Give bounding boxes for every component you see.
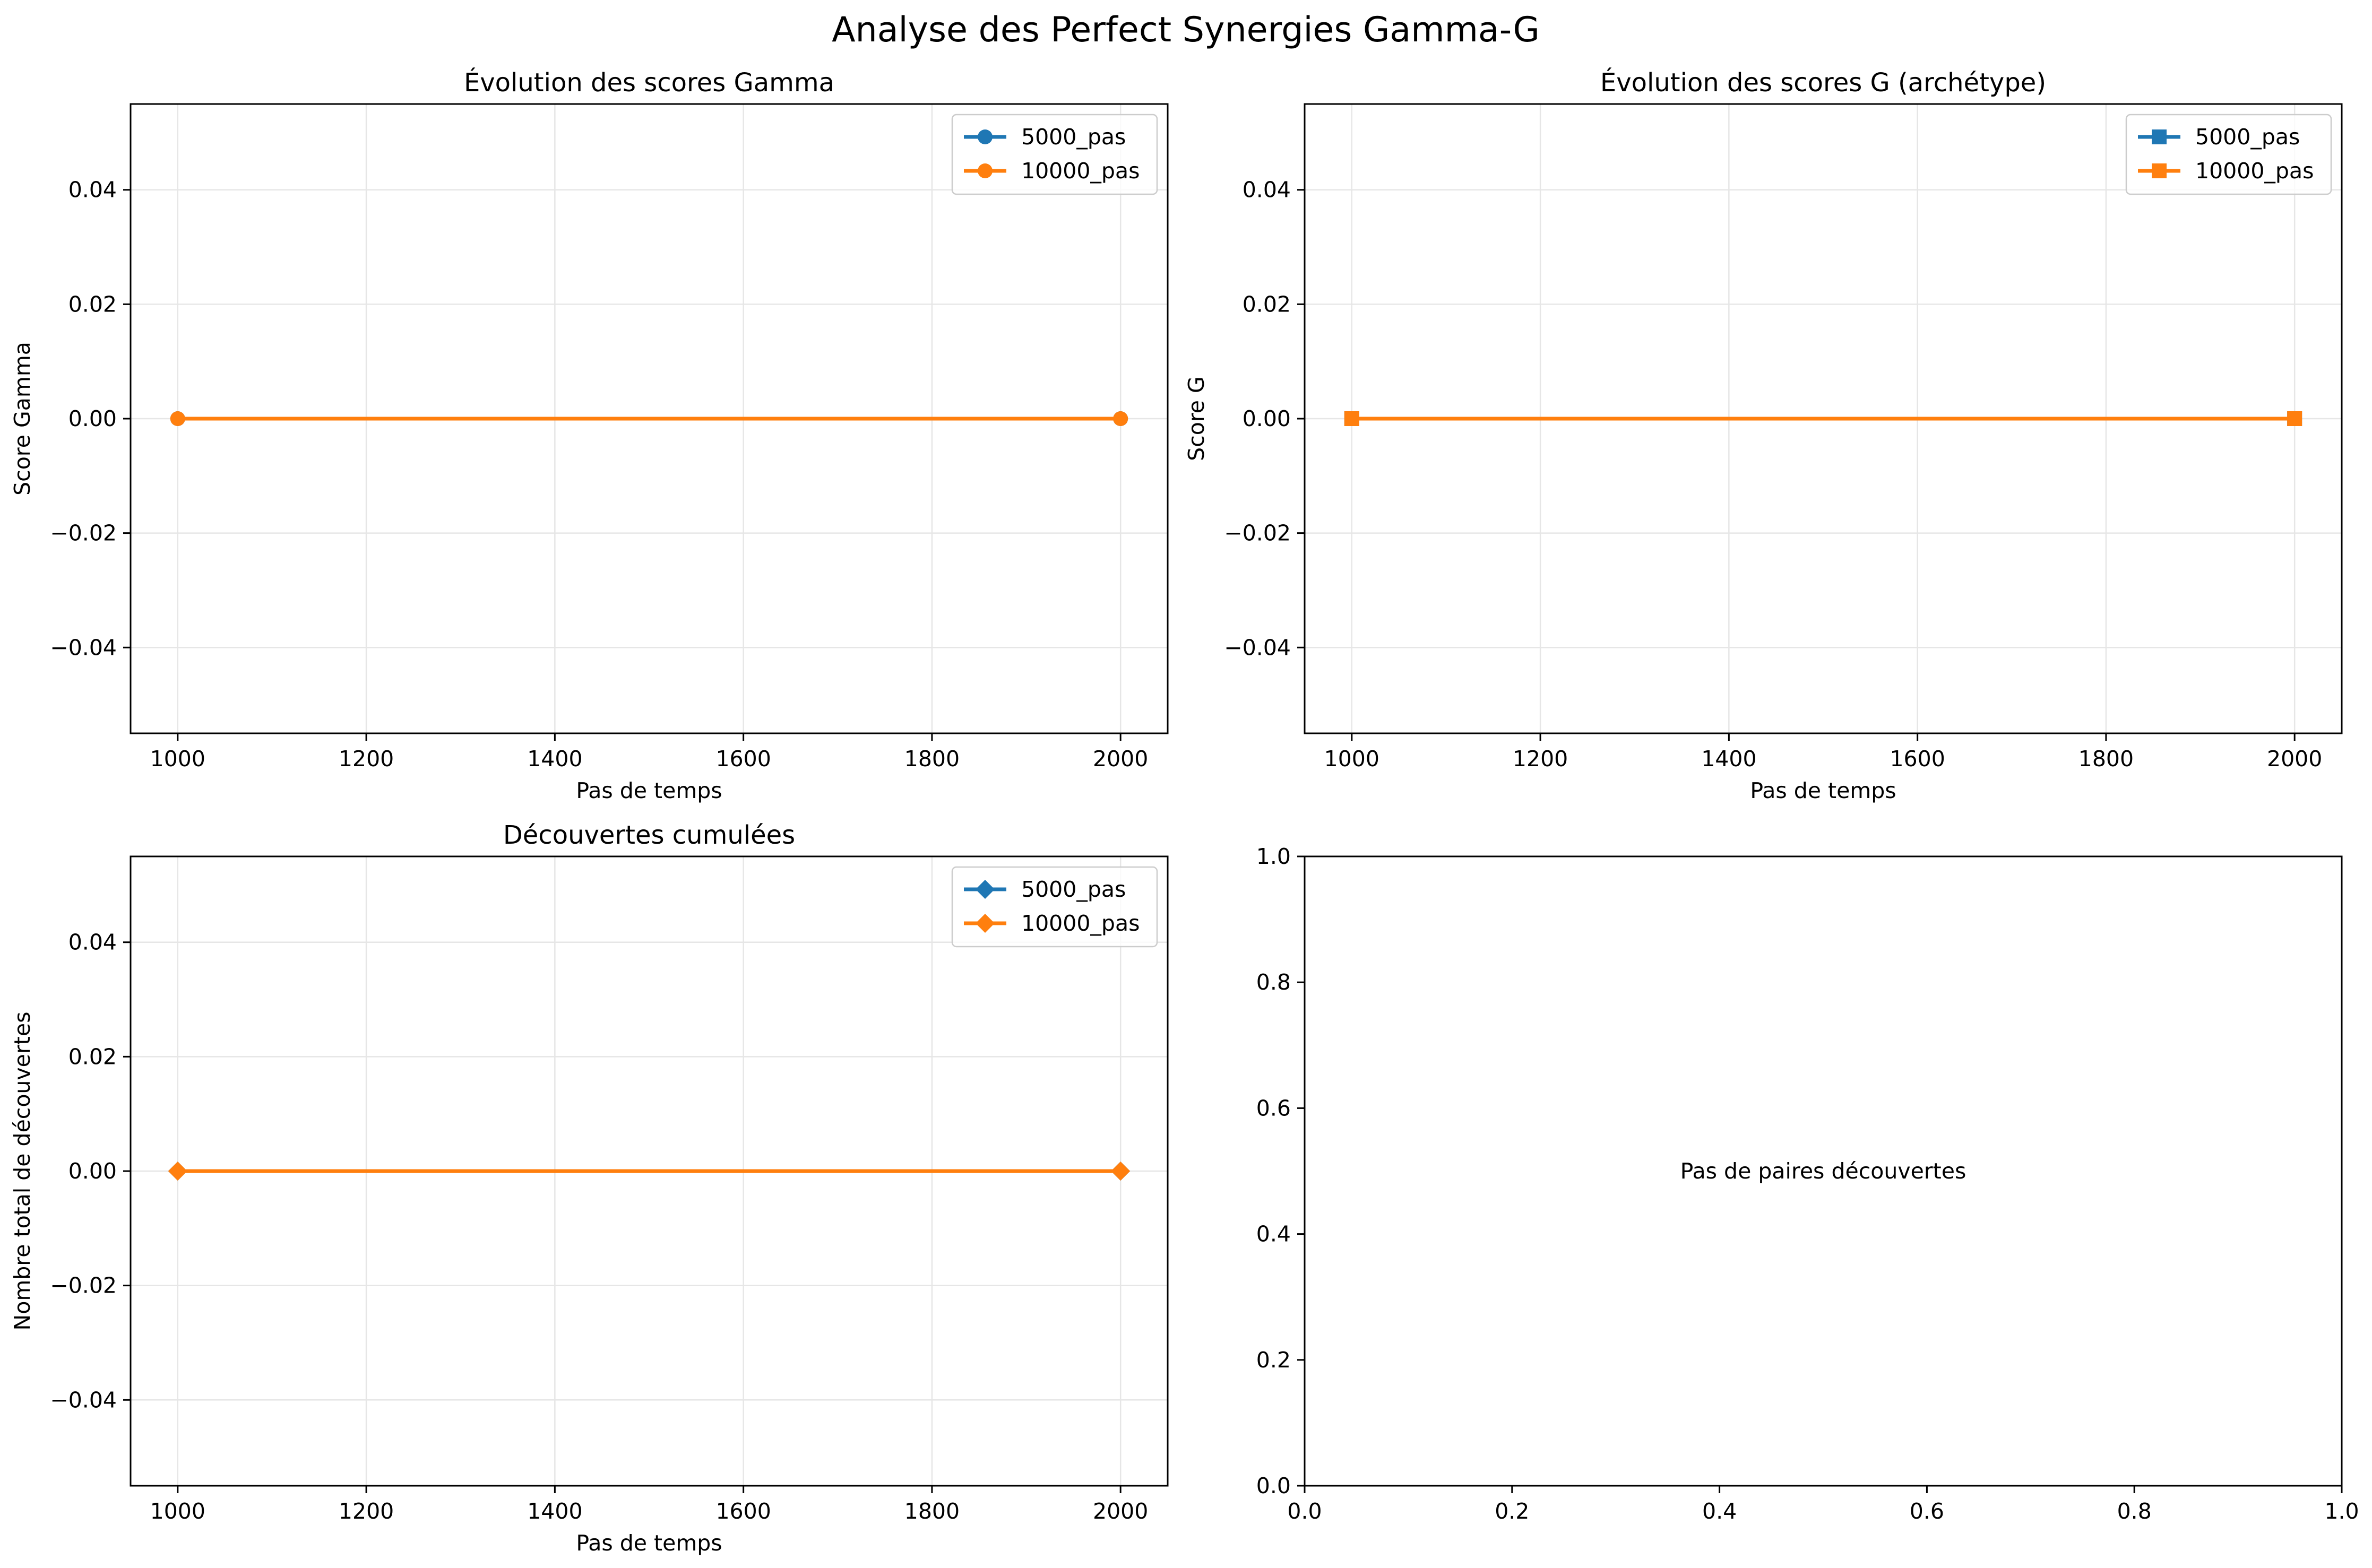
- legend-label-5000_pas: 5000_pas: [1021, 124, 1126, 150]
- y-tick-label: −0.02: [50, 521, 117, 546]
- subplot-g-scores: 1000 1200 1400 1600 1800 2000 −0.04 −0.02 0.00 0.…: [1184, 67, 2343, 803]
- x-tick-label: 2000: [1093, 1498, 1148, 1524]
- y-tick-label: 0.0: [1256, 1473, 1291, 1498]
- legend-label-10000_pas: 10000_pas: [2195, 158, 2314, 184]
- data-point-10000_pas: [170, 411, 185, 426]
- x-axis-label: Pas de temps: [1750, 778, 1896, 803]
- y-tick-label: 0.4: [1256, 1222, 1291, 1247]
- y-tick-label: 1.0: [1256, 844, 1291, 869]
- legend: 5000_pas 10000_pas: [951, 866, 1158, 948]
- y-axis-label: Score Gamma: [10, 342, 35, 496]
- x-tick-label: 0.0: [1287, 1498, 1322, 1524]
- y-tick-label: 0.6: [1256, 1095, 1291, 1121]
- subplot-cumulative-discoveries: 1000 1200 1400 1600 1800 2000 −0.04 −0.02 0.00 0.…: [10, 820, 1169, 1556]
- legend-label-10000_pas: 10000_pas: [1021, 911, 1140, 936]
- x-tick-label: 1600: [715, 1498, 771, 1524]
- y-tick-label: 0.2: [1256, 1347, 1291, 1373]
- y-tick-label: −0.04: [1224, 635, 1291, 660]
- x-tick-label: 0.2: [1495, 1498, 1529, 1524]
- x-tick-label: 2000: [1093, 746, 1148, 772]
- empty-state-annotation: Pas de paires découvertes: [1680, 1158, 1966, 1184]
- legend: 5000_pas 10000_pas: [2125, 114, 2332, 195]
- x-tick-label: 1400: [527, 1498, 582, 1524]
- x-axis-label: Pas de temps: [576, 778, 722, 803]
- y-axis-label: Nombre total de découvertes: [10, 1012, 35, 1331]
- subplot-discovered-pairs: 0.0 0.2 0.4 0.6 0.8 1.0 0.0 0.2 0.4 0.6 0.8 1.0 Pas …: [1256, 844, 2359, 1524]
- y-tick-label: 0.04: [1243, 177, 1291, 203]
- legend-box: [951, 114, 1158, 195]
- legend-box: [2125, 114, 2332, 195]
- x-tick-label: 1.0: [2324, 1498, 2359, 1524]
- y-tick-label: 0.00: [68, 1158, 117, 1184]
- y-tick-label: 0.00: [68, 406, 117, 431]
- legend-marker-10000_pas: [976, 914, 995, 933]
- legend-label-5000_pas: 5000_pas: [2195, 124, 2300, 150]
- x-tick-label: 1800: [2078, 746, 2134, 772]
- y-tick-label: 0.00: [1243, 406, 1291, 431]
- x-tick-label: 1400: [1701, 746, 1756, 772]
- y-tick-label: 0.8: [1256, 969, 1291, 995]
- x-tick-label: 1800: [904, 746, 960, 772]
- subplot-title: Découvertes cumulées: [503, 820, 795, 850]
- y-tick-label: −0.02: [1224, 521, 1291, 546]
- x-tick-label: 1000: [150, 1498, 205, 1524]
- legend-label-5000_pas: 5000_pas: [1021, 877, 1126, 902]
- data-point-10000_pas: [168, 1162, 187, 1181]
- y-tick-label: −0.04: [50, 635, 117, 660]
- legend: 5000_pas 10000_pas: [951, 114, 1158, 195]
- legend-marker-5000_pas: [978, 129, 993, 144]
- y-tick-label: 0.02: [68, 291, 117, 317]
- y-tick-label: −0.02: [50, 1273, 117, 1298]
- x-tick-label: 2000: [2267, 746, 2322, 772]
- legend-marker-5000_pas: [976, 880, 995, 899]
- legend-marker-10000_pas: [2152, 163, 2167, 178]
- x-tick-label: 1000: [1324, 746, 1379, 772]
- subplot-gamma-scores: 1000 1200 1400 1600 1800 2000 −0.04 −0.02 0.00 0.…: [10, 67, 1169, 803]
- legend-marker-5000_pas: [2152, 129, 2167, 144]
- x-axis-label: Pas de temps: [576, 1530, 722, 1556]
- x-tick-label: 0.6: [1910, 1498, 1944, 1524]
- legend-box: [951, 866, 1158, 948]
- data-point-10000_pas: [1113, 411, 1128, 426]
- legend-label-10000_pas: 10000_pas: [1021, 158, 1140, 184]
- y-tick-label: 0.02: [1243, 291, 1291, 317]
- y-tick-label: 0.02: [68, 1044, 117, 1069]
- x-tick-label: 0.4: [1702, 1498, 1737, 1524]
- y-tick-label: −0.04: [50, 1387, 117, 1413]
- data-point-10000_pas: [2287, 411, 2302, 426]
- axes-frame: [1304, 855, 2343, 1487]
- figure-title: Analyse des Perfect Synergies Gamma-G: [832, 10, 1540, 50]
- legend-marker-10000_pas: [978, 163, 993, 178]
- x-tick-label: 1400: [527, 746, 582, 772]
- x-tick-label: 1200: [339, 1498, 394, 1524]
- x-tick-label: 1600: [1890, 746, 1945, 772]
- x-tick-label: 1200: [1513, 746, 1568, 772]
- x-tick-label: 1000: [150, 746, 205, 772]
- y-tick-label: 0.04: [68, 930, 117, 955]
- x-tick-label: 1800: [904, 1498, 960, 1524]
- subplot-title: Évolution des scores Gamma: [464, 67, 834, 98]
- x-tick-label: 0.8: [2117, 1498, 2152, 1524]
- x-tick-label: 1600: [715, 746, 771, 772]
- x-tick-label: 1200: [339, 746, 394, 772]
- data-point-10000_pas: [1111, 1162, 1131, 1181]
- subplot-title: Évolution des scores G (archétype): [1600, 67, 2046, 98]
- data-point-10000_pas: [1344, 411, 1359, 426]
- y-tick-label: 0.04: [68, 177, 117, 203]
- y-axis-label: Score G: [1184, 376, 1209, 461]
